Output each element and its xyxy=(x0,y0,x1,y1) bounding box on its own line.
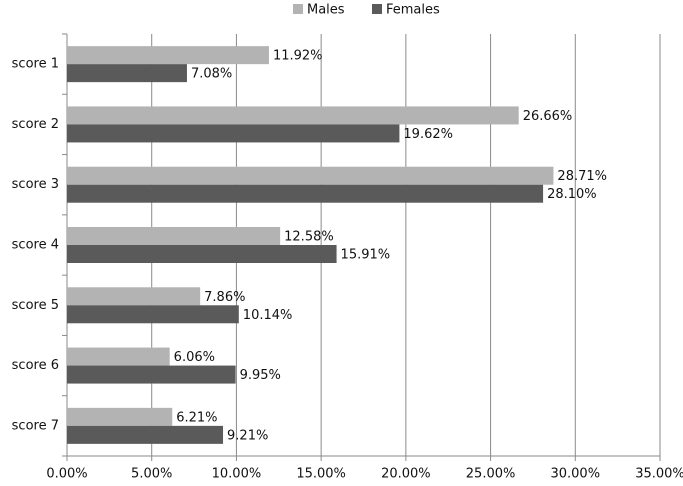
bar xyxy=(67,347,170,366)
bar xyxy=(67,245,337,263)
x-tick-label: 15.00% xyxy=(296,467,346,482)
x-tick-label: 25.00% xyxy=(466,467,516,482)
x-tick-label: 35.00% xyxy=(635,467,683,482)
legend-label: Males xyxy=(307,3,345,18)
value-label: 11.92% xyxy=(273,49,323,64)
value-label: 12.58% xyxy=(284,230,334,245)
value-label: 28.71% xyxy=(557,169,607,184)
bar xyxy=(67,365,236,384)
value-label: 15.91% xyxy=(341,248,391,263)
legend-swatch xyxy=(372,4,382,14)
y-tick-label: score 4 xyxy=(12,238,59,253)
bar xyxy=(67,305,239,324)
value-label: 9.95% xyxy=(240,368,281,383)
bar xyxy=(67,46,269,65)
legend-label: Females xyxy=(386,3,440,18)
bar xyxy=(67,287,201,306)
legend-swatch xyxy=(293,4,303,14)
value-label: 7.86% xyxy=(204,290,245,305)
value-label: 19.62% xyxy=(403,127,453,142)
y-tick-label: score 5 xyxy=(12,298,59,313)
x-tick-label: 30.00% xyxy=(550,467,600,482)
bar xyxy=(67,106,519,125)
y-tick-label: score 7 xyxy=(12,418,59,433)
value-label: 6.06% xyxy=(174,350,215,365)
y-tick-label: score 6 xyxy=(12,358,59,373)
y-tick-label: score 2 xyxy=(12,117,59,132)
y-tick-label: score 3 xyxy=(12,177,59,192)
bar xyxy=(67,166,554,185)
bar xyxy=(67,124,400,143)
x-tick-label: 5.00% xyxy=(131,467,172,482)
bar xyxy=(67,64,187,83)
y-tick-label: score 1 xyxy=(12,57,59,72)
value-label: 7.08% xyxy=(191,67,232,82)
x-tick-label: 0.00% xyxy=(46,467,87,482)
value-label: 10.14% xyxy=(243,308,293,323)
value-label: 9.21% xyxy=(227,428,268,443)
bar xyxy=(67,227,281,245)
bar xyxy=(67,184,544,203)
bar xyxy=(67,407,173,426)
x-tick-label: 20.00% xyxy=(381,467,431,482)
value-label: 6.21% xyxy=(176,410,217,425)
value-label: 26.66% xyxy=(523,109,573,124)
x-tick-label: 10.00% xyxy=(212,467,262,482)
bar xyxy=(67,425,224,444)
value-label: 28.10% xyxy=(547,187,597,202)
